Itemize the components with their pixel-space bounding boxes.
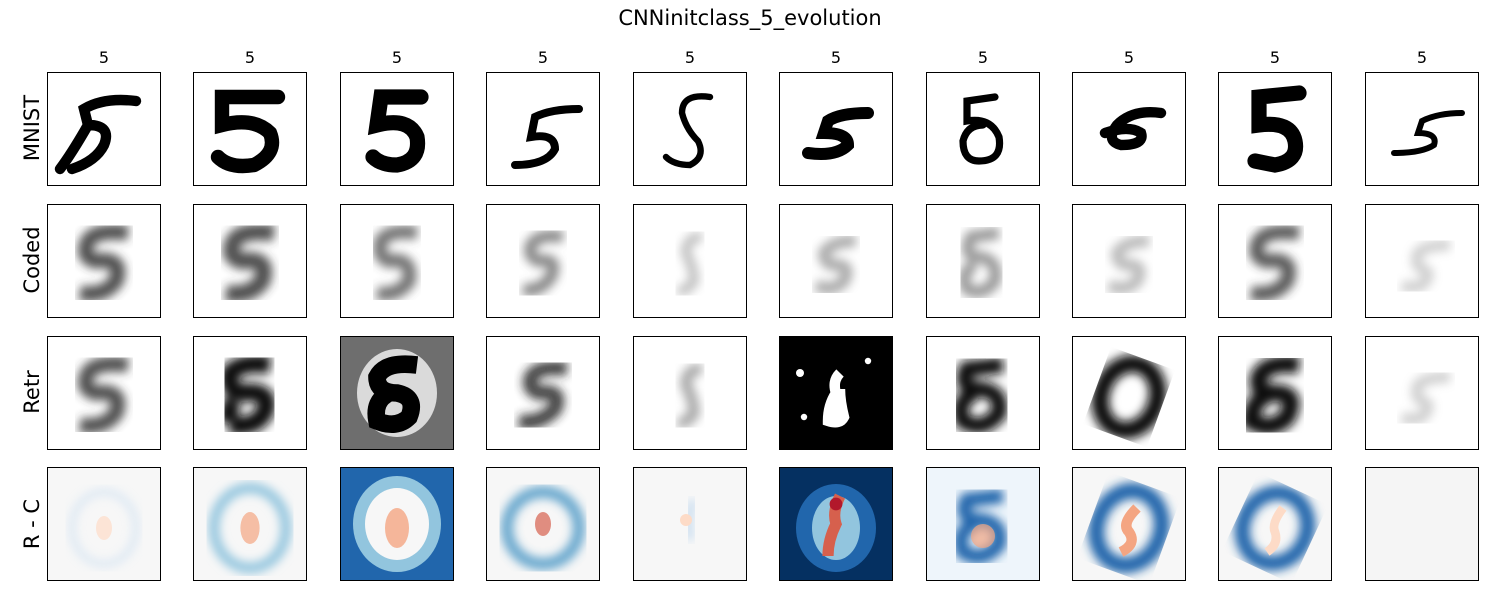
column-label: 5 (1123, 48, 1135, 67)
column-label: 5 (1416, 48, 1428, 67)
retr-panel (340, 336, 454, 450)
retr-panel (193, 336, 307, 450)
mnist-panel (779, 72, 893, 186)
coded-panel (193, 204, 307, 318)
column-label: 5 (684, 48, 696, 67)
retr-panel (779, 336, 893, 450)
column-label: 5 (391, 48, 403, 67)
row-label-r-minus-c: R - C (20, 498, 44, 550)
column-label: 5 (98, 48, 110, 67)
diff-panel (633, 467, 747, 581)
coded-panel (779, 204, 893, 318)
coded-panel (1218, 204, 1332, 318)
coded-panel (926, 204, 1040, 318)
diff-panel (486, 467, 600, 581)
diff-panel (1072, 467, 1186, 581)
coded-panel (486, 204, 600, 318)
column-label: 5 (244, 48, 256, 67)
diff-panel (47, 467, 161, 581)
mnist-panel (926, 72, 1040, 186)
row-label-coded: Coded (20, 226, 44, 294)
diff-panel (1365, 467, 1479, 581)
mnist-panel (1218, 72, 1332, 186)
mnist-panel (193, 72, 307, 186)
retr-panel (47, 336, 161, 450)
mnist-panel (47, 72, 161, 186)
coded-panel (633, 204, 747, 318)
retr-panel (1072, 336, 1186, 450)
coded-panel (340, 204, 454, 318)
coded-panel (1365, 204, 1479, 318)
retr-panel (486, 336, 600, 450)
diff-panel (926, 467, 1040, 581)
column-label: 5 (1269, 48, 1281, 67)
column-label: 5 (537, 48, 549, 67)
diff-panel (340, 467, 454, 581)
mnist-panel (633, 72, 747, 186)
column-label: 5 (977, 48, 989, 67)
diff-panel (779, 467, 893, 581)
row-label-retr: Retr (20, 370, 44, 414)
mnist-panel (340, 72, 454, 186)
coded-panel (47, 204, 161, 318)
mnist-panel (1072, 72, 1186, 186)
diff-panel (1218, 467, 1332, 581)
figure-title: CNNinitclass_5_evolution (618, 6, 882, 30)
coded-panel (1072, 204, 1186, 318)
mnist-panel (486, 72, 600, 186)
row-label-mnist: MNIST (20, 94, 44, 162)
retr-panel (926, 336, 1040, 450)
retr-panel (1218, 336, 1332, 450)
diff-panel (193, 467, 307, 581)
retr-panel (1365, 336, 1479, 450)
column-label: 5 (830, 48, 842, 67)
retr-panel (633, 336, 747, 450)
mnist-panel (1365, 72, 1479, 186)
